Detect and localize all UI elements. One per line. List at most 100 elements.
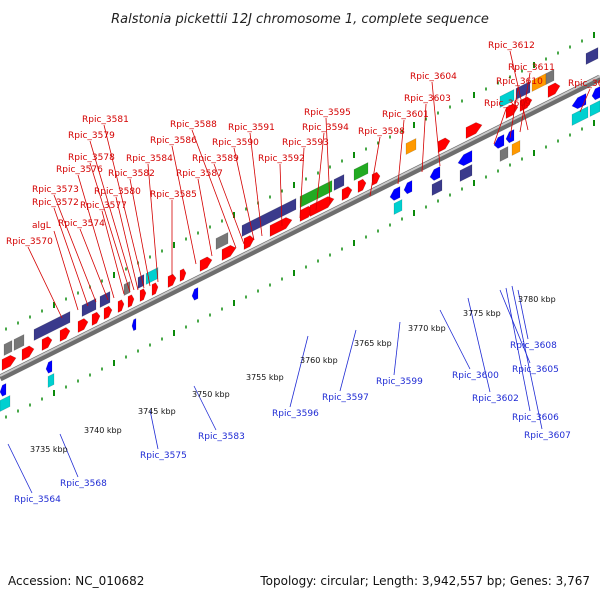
forward-gene-label: Rpic_3612 (488, 41, 535, 51)
feature-block (545, 69, 555, 85)
forward-gene-label: Rpic_3585 (150, 190, 197, 200)
reverse-gene (191, 287, 199, 301)
forward-gene-labels: Rpic_3570 algL Rpic_3572 Rpic_3573 Rpic_3574… (6, 41, 600, 247)
reverse-gene-label: Rpic_3568 (60, 479, 107, 489)
reverse-feature-block (0, 395, 11, 412)
forward-gene-label: Rpic_3609 (484, 99, 531, 109)
lower-leader-line (439, 309, 471, 370)
reverse-gene (429, 166, 441, 181)
upper-leader-line (53, 230, 79, 311)
forward-gene (269, 217, 293, 237)
forward-gene (77, 318, 89, 333)
reverse-gene-label: Rpic_3605 (512, 365, 559, 375)
upper-leader-line (197, 178, 213, 257)
forward-gene-label: Rpic_3592 (258, 154, 305, 164)
forward-gene-label: Rpic_3593 (282, 138, 329, 148)
scale-label: 3780 kbp (518, 295, 556, 304)
upper-leader-line (129, 178, 151, 287)
reverse-gene-label: Rpic_3564 (14, 495, 61, 505)
forward-gene (41, 336, 53, 351)
reverse-gene (389, 186, 401, 201)
reverse-feature-block (47, 373, 55, 388)
forward-gene-label: Rpic_3591 (228, 123, 275, 133)
feature-block (3, 340, 13, 356)
forward-gene (167, 273, 177, 288)
upper-leader-line (431, 81, 441, 167)
upper-leader-line (53, 194, 97, 303)
forward-gene-label: Rpic_3572 (32, 198, 79, 208)
upper-leader-line (493, 108, 507, 145)
upper-leader-line (103, 124, 145, 289)
forward-gene-label: Rpic_3573 (32, 185, 79, 195)
upper-leader-line (369, 136, 381, 197)
reverse-feature-block (511, 140, 521, 156)
forward-gene-label: Rpic_3595 (304, 108, 351, 118)
reverse-gene-label: Rpic_3600 (452, 371, 499, 381)
feature-block (333, 174, 345, 191)
upper-leader-line (77, 174, 115, 299)
topology-text: Topology: circular; Length: 3,942,557 bp… (259, 574, 590, 588)
upper-leader-line (233, 147, 255, 241)
forward-gene-label: Rpic_3582 (108, 169, 155, 179)
scale-ticks (5, 32, 595, 419)
forward-gene (341, 186, 353, 201)
forward-gene (139, 288, 147, 302)
reverse-gene-label: Rpic_3599 (376, 377, 423, 387)
forward-gene (179, 268, 187, 282)
lower-leader-line (393, 321, 401, 376)
upper-leader-line (519, 72, 531, 133)
upper-leader-line (279, 163, 283, 227)
forward-gene-label: Rpic_3611 (508, 63, 555, 73)
lower-leader-line (511, 285, 543, 430)
scale-label: 3745 kbp (138, 407, 176, 416)
feature-block (123, 281, 131, 296)
forward-gene-label: Rpic_3580 (94, 187, 141, 197)
forward-gene (1, 354, 17, 371)
upper-leader-line (53, 207, 89, 307)
reverse-feature-block (571, 106, 589, 126)
reverse-feature-block (431, 179, 443, 196)
lower-leader-line (59, 433, 79, 478)
upper-leader-line (579, 88, 591, 113)
lower-leader-line (467, 297, 491, 393)
upper-leader-line (325, 117, 331, 205)
feature-block (299, 180, 333, 208)
upper-leader-line (115, 196, 139, 291)
reverse-feature-block (499, 146, 509, 162)
forward-gene-label: Rpic_3610 (496, 77, 543, 87)
forward-gene (59, 327, 71, 342)
scale-label: 3760 kbp (300, 356, 338, 365)
forward-gene (151, 282, 159, 296)
reverse-gene (457, 150, 473, 167)
scale-labels: 3735 kbp 3740 kbp 3745 kbp 3750 kbp 3755 kbp… (30, 295, 556, 454)
lower-leader-line (289, 335, 309, 408)
reverse-gene-label: Rpic_3597 (322, 393, 369, 403)
forward-gene (437, 137, 451, 153)
scale-label: 3735 kbp (30, 445, 68, 454)
feature-block (515, 81, 531, 100)
forward-gene (199, 256, 213, 272)
upper-leader-line (79, 228, 109, 301)
upper-leader-line (509, 50, 529, 131)
forward-gene (547, 82, 561, 98)
feature-block (137, 274, 145, 289)
forward-gene (465, 122, 483, 139)
reverse-gene (131, 318, 137, 332)
scale-label: 3770 kbp (408, 324, 446, 333)
lower-leader-line (339, 329, 357, 392)
forward-gene-label: Rpic_3578 (68, 153, 115, 163)
forward-gene (309, 196, 335, 217)
upper-leader-line (89, 162, 131, 293)
forward-gene-label: Rpic_3586 (150, 136, 197, 146)
forward-gene (127, 294, 135, 308)
forward-gene-label: Rpic_3577 (80, 201, 127, 211)
forward-gene-label: Rpic_3594 (302, 123, 349, 133)
feature-block (405, 138, 417, 155)
forward-gene-label: Rpic_3590 (212, 138, 259, 148)
feature-block (353, 162, 369, 181)
forward-gene (21, 345, 35, 361)
upper-leader-line (421, 103, 427, 173)
forward-gene-label: Rpic_3604 (410, 72, 457, 82)
feature-block (13, 334, 25, 351)
upper-leader-line (299, 147, 305, 219)
